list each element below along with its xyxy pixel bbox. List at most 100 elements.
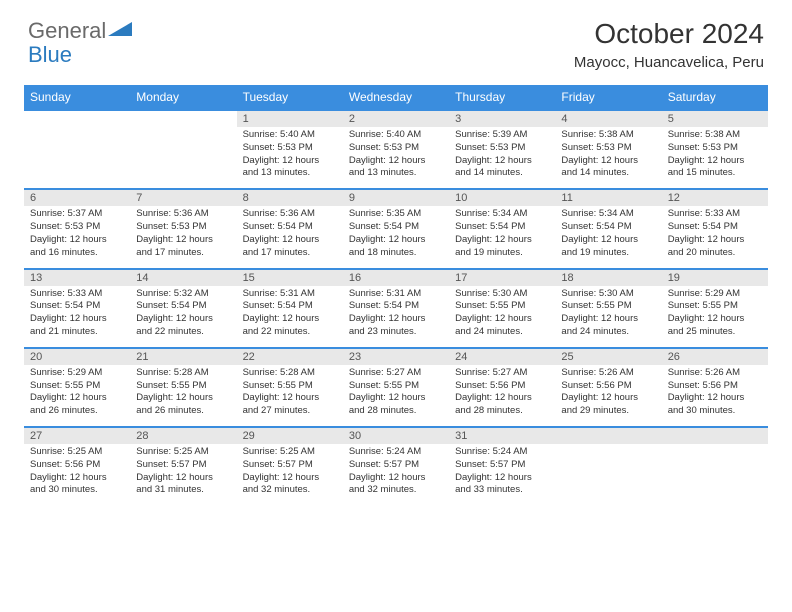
day-number: 28 <box>130 427 236 444</box>
calendar-day-cell: 13Sunrise: 5:33 AMSunset: 5:54 PMDayligh… <box>24 268 130 347</box>
calendar-day-cell: 27Sunrise: 5:25 AMSunset: 5:56 PMDayligh… <box>24 427 130 506</box>
calendar-day-cell: 22Sunrise: 5:28 AMSunset: 5:55 PMDayligh… <box>237 347 343 426</box>
calendar-day-cell: 11Sunrise: 5:34 AMSunset: 5:54 PMDayligh… <box>555 189 661 268</box>
empty-day-number <box>24 110 130 126</box>
day-number: 8 <box>237 189 343 206</box>
calendar-day-cell: 28Sunrise: 5:25 AMSunset: 5:57 PMDayligh… <box>130 427 236 506</box>
day-details: Sunrise: 5:30 AMSunset: 5:55 PMDaylight:… <box>555 286 661 347</box>
day-number: 11 <box>555 189 661 206</box>
day-number: 23 <box>343 348 449 365</box>
calendar-week-row: 1Sunrise: 5:40 AMSunset: 5:53 PMDaylight… <box>24 110 768 189</box>
day-details: Sunrise: 5:30 AMSunset: 5:55 PMDaylight:… <box>449 286 555 347</box>
day-details: Sunrise: 5:39 AMSunset: 5:53 PMDaylight:… <box>449 127 555 188</box>
calendar-day-cell: 26Sunrise: 5:26 AMSunset: 5:56 PMDayligh… <box>662 347 768 426</box>
day-number: 26 <box>662 348 768 365</box>
day-number: 4 <box>555 110 661 127</box>
weekday-header-cell: Monday <box>130 85 236 110</box>
day-number: 30 <box>343 427 449 444</box>
day-number: 10 <box>449 189 555 206</box>
day-details: Sunrise: 5:38 AMSunset: 5:53 PMDaylight:… <box>555 127 661 188</box>
calendar-week-row: 6Sunrise: 5:37 AMSunset: 5:53 PMDaylight… <box>24 189 768 268</box>
day-details: Sunrise: 5:36 AMSunset: 5:54 PMDaylight:… <box>237 206 343 267</box>
calendar-day-cell: 3Sunrise: 5:39 AMSunset: 5:53 PMDaylight… <box>449 110 555 189</box>
calendar-day-cell: 15Sunrise: 5:31 AMSunset: 5:54 PMDayligh… <box>237 268 343 347</box>
day-details: Sunrise: 5:35 AMSunset: 5:54 PMDaylight:… <box>343 206 449 267</box>
day-number: 7 <box>130 189 236 206</box>
day-number: 1 <box>237 110 343 127</box>
weekday-header-cell: Sunday <box>24 85 130 110</box>
calendar-body: 1Sunrise: 5:40 AMSunset: 5:53 PMDaylight… <box>24 110 768 506</box>
weekday-header-cell: Wednesday <box>343 85 449 110</box>
calendar-day-cell: 25Sunrise: 5:26 AMSunset: 5:56 PMDayligh… <box>555 347 661 426</box>
weekday-header-cell: Thursday <box>449 85 555 110</box>
day-details: Sunrise: 5:34 AMSunset: 5:54 PMDaylight:… <box>555 206 661 267</box>
empty-day-body <box>555 444 661 504</box>
calendar-day-cell: 1Sunrise: 5:40 AMSunset: 5:53 PMDaylight… <box>237 110 343 189</box>
day-details: Sunrise: 5:24 AMSunset: 5:57 PMDaylight:… <box>343 444 449 505</box>
logo-text-blue: Blue <box>28 42 72 68</box>
calendar-day-cell: 8Sunrise: 5:36 AMSunset: 5:54 PMDaylight… <box>237 189 343 268</box>
day-details: Sunrise: 5:25 AMSunset: 5:57 PMDaylight:… <box>237 444 343 505</box>
calendar-table: SundayMondayTuesdayWednesdayThursdayFrid… <box>24 85 768 505</box>
calendar-day-cell <box>24 110 130 189</box>
calendar-day-cell: 23Sunrise: 5:27 AMSunset: 5:55 PMDayligh… <box>343 347 449 426</box>
day-number: 2 <box>343 110 449 127</box>
day-details: Sunrise: 5:34 AMSunset: 5:54 PMDaylight:… <box>449 206 555 267</box>
empty-day-body <box>130 126 236 186</box>
day-details: Sunrise: 5:25 AMSunset: 5:56 PMDaylight:… <box>24 444 130 505</box>
day-number: 20 <box>24 348 130 365</box>
weekday-header-row: SundayMondayTuesdayWednesdayThursdayFrid… <box>24 85 768 110</box>
day-details: Sunrise: 5:33 AMSunset: 5:54 PMDaylight:… <box>24 286 130 347</box>
day-number: 16 <box>343 269 449 286</box>
day-details: Sunrise: 5:31 AMSunset: 5:54 PMDaylight:… <box>343 286 449 347</box>
day-details: Sunrise: 5:28 AMSunset: 5:55 PMDaylight:… <box>130 365 236 426</box>
month-title: October 2024 <box>574 18 764 50</box>
day-details: Sunrise: 5:27 AMSunset: 5:56 PMDaylight:… <box>449 365 555 426</box>
day-number: 5 <box>662 110 768 127</box>
day-number: 14 <box>130 269 236 286</box>
day-number: 24 <box>449 348 555 365</box>
calendar-week-row: 27Sunrise: 5:25 AMSunset: 5:56 PMDayligh… <box>24 427 768 506</box>
logo-triangle-icon <box>108 20 134 43</box>
day-number: 27 <box>24 427 130 444</box>
calendar-day-cell: 7Sunrise: 5:36 AMSunset: 5:53 PMDaylight… <box>130 189 236 268</box>
day-number: 18 <box>555 269 661 286</box>
day-details: Sunrise: 5:32 AMSunset: 5:54 PMDaylight:… <box>130 286 236 347</box>
day-number: 13 <box>24 269 130 286</box>
empty-day-number <box>662 427 768 444</box>
day-details: Sunrise: 5:29 AMSunset: 5:55 PMDaylight:… <box>24 365 130 426</box>
day-details: Sunrise: 5:26 AMSunset: 5:56 PMDaylight:… <box>662 365 768 426</box>
calendar-day-cell: 20Sunrise: 5:29 AMSunset: 5:55 PMDayligh… <box>24 347 130 426</box>
day-number: 19 <box>662 269 768 286</box>
day-details: Sunrise: 5:36 AMSunset: 5:53 PMDaylight:… <box>130 206 236 267</box>
day-number: 12 <box>662 189 768 206</box>
day-number: 3 <box>449 110 555 127</box>
logo-text-general: General <box>28 18 106 44</box>
empty-day-body <box>662 444 768 504</box>
calendar-day-cell: 14Sunrise: 5:32 AMSunset: 5:54 PMDayligh… <box>130 268 236 347</box>
calendar-day-cell: 12Sunrise: 5:33 AMSunset: 5:54 PMDayligh… <box>662 189 768 268</box>
title-block: October 2024 Mayocc, Huancavelica, Peru <box>574 18 764 71</box>
day-details: Sunrise: 5:29 AMSunset: 5:55 PMDaylight:… <box>662 286 768 347</box>
weekday-header-cell: Saturday <box>662 85 768 110</box>
calendar-day-cell: 6Sunrise: 5:37 AMSunset: 5:53 PMDaylight… <box>24 189 130 268</box>
logo: General <box>28 18 136 44</box>
day-details: Sunrise: 5:33 AMSunset: 5:54 PMDaylight:… <box>662 206 768 267</box>
calendar-day-cell: 18Sunrise: 5:30 AMSunset: 5:55 PMDayligh… <box>555 268 661 347</box>
calendar-day-cell <box>555 427 661 506</box>
calendar-day-cell: 9Sunrise: 5:35 AMSunset: 5:54 PMDaylight… <box>343 189 449 268</box>
calendar-day-cell: 31Sunrise: 5:24 AMSunset: 5:57 PMDayligh… <box>449 427 555 506</box>
empty-day-number <box>555 427 661 444</box>
day-details: Sunrise: 5:25 AMSunset: 5:57 PMDaylight:… <box>130 444 236 505</box>
day-number: 15 <box>237 269 343 286</box>
day-details: Sunrise: 5:40 AMSunset: 5:53 PMDaylight:… <box>237 127 343 188</box>
calendar-day-cell: 29Sunrise: 5:25 AMSunset: 5:57 PMDayligh… <box>237 427 343 506</box>
location-text: Mayocc, Huancavelica, Peru <box>574 54 764 71</box>
day-details: Sunrise: 5:24 AMSunset: 5:57 PMDaylight:… <box>449 444 555 505</box>
day-details: Sunrise: 5:37 AMSunset: 5:53 PMDaylight:… <box>24 206 130 267</box>
empty-day-number <box>130 110 236 126</box>
day-details: Sunrise: 5:28 AMSunset: 5:55 PMDaylight:… <box>237 365 343 426</box>
calendar-day-cell: 24Sunrise: 5:27 AMSunset: 5:56 PMDayligh… <box>449 347 555 426</box>
day-number: 21 <box>130 348 236 365</box>
calendar-week-row: 13Sunrise: 5:33 AMSunset: 5:54 PMDayligh… <box>24 268 768 347</box>
